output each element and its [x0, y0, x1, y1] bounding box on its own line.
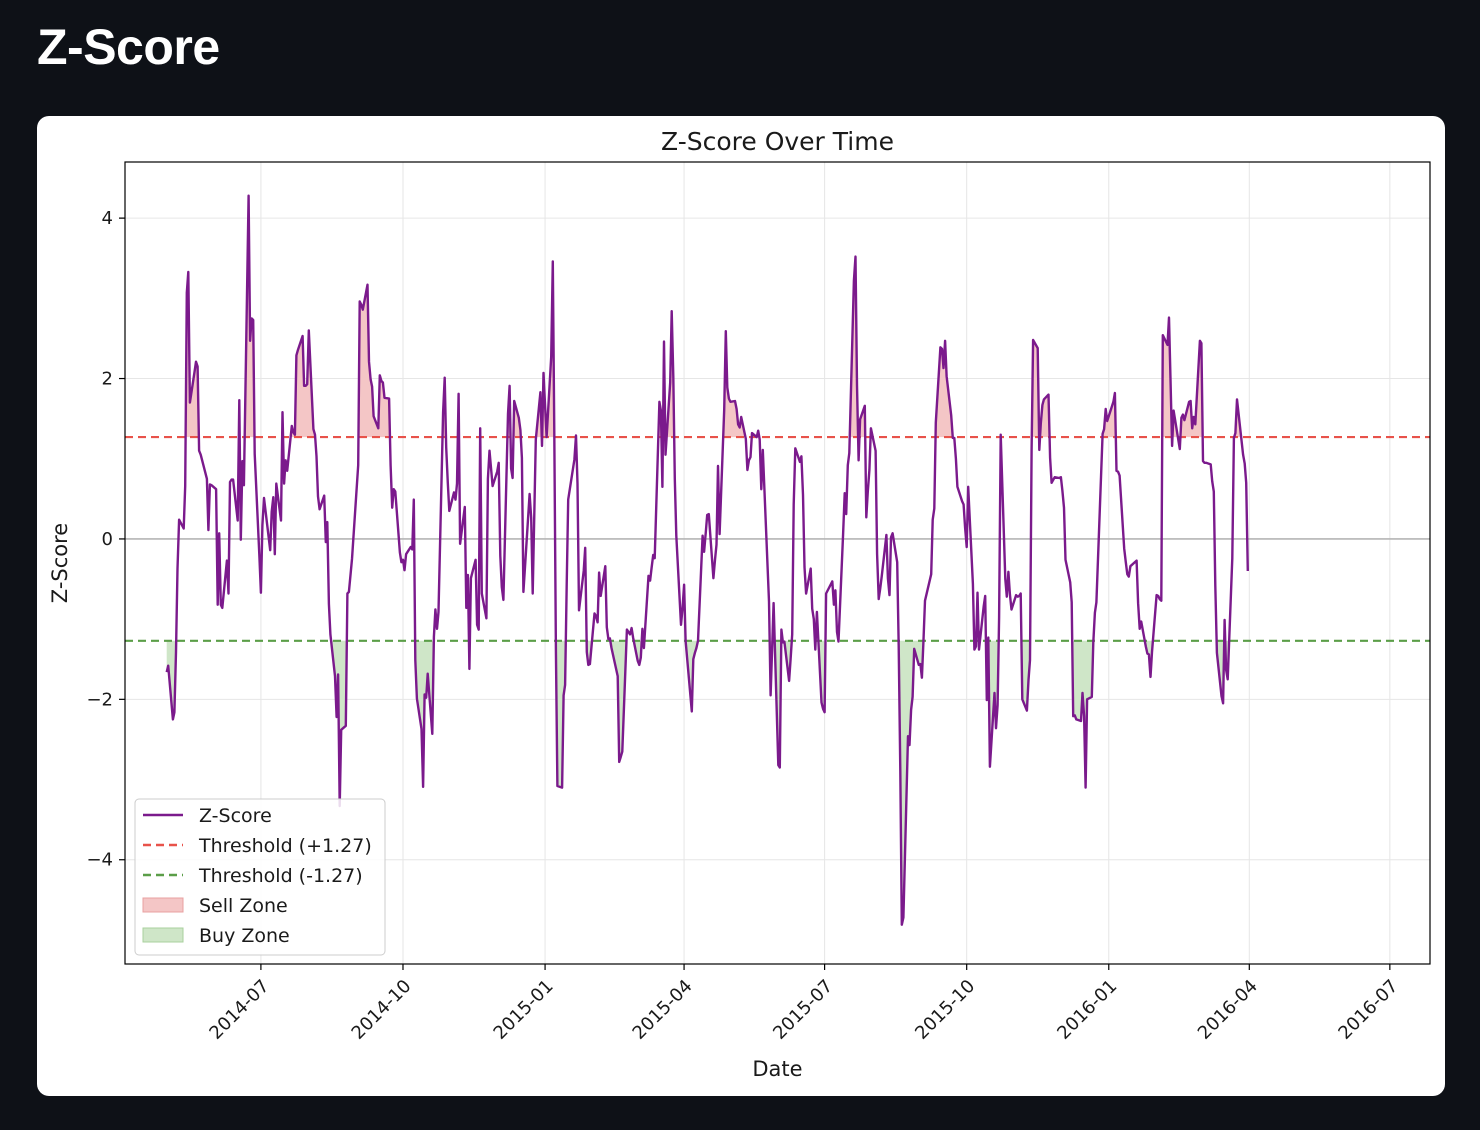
legend-entry-lower-threshold: Threshold (-1.27) — [143, 865, 363, 887]
sell-zone-fill — [358, 284, 390, 438]
x-tick-label: 2016-04 — [1194, 976, 1262, 1044]
x-tick-label: 2015-01 — [490, 976, 558, 1044]
x-axis-label: Date — [752, 1057, 802, 1081]
y-axis-label: Z-Score — [48, 523, 72, 603]
x-tick-label: 2014-10 — [348, 976, 416, 1044]
legend-swatch — [142, 927, 184, 943]
reference-lines — [125, 435, 1430, 642]
legend-label: Buy Zone — [199, 925, 290, 947]
y-tick-label: 0 — [102, 529, 113, 550]
legend-label: Z-Score — [199, 805, 272, 827]
x-tick-label: 2015-07 — [769, 976, 837, 1044]
legend-entry-buy-zone: Buy Zone — [142, 925, 290, 947]
plot-frame — [124, 161, 1431, 965]
x-tick-label: 2015-04 — [629, 976, 697, 1044]
legend-label: Sell Zone — [199, 895, 288, 917]
x-tick-label: 2015-10 — [911, 976, 979, 1044]
buy-zone-fill — [1072, 640, 1094, 788]
legend-label: Threshold (+1.27) — [198, 835, 372, 857]
y-tick-label: 4 — [102, 208, 113, 229]
page-title: Z-Score — [37, 19, 220, 75]
chart-title: Z-Score Over Time — [661, 127, 894, 156]
buy-zone-fill — [555, 640, 566, 788]
legend: Z-Score Threshold (+1.27) Threshold (-1.27… — [134, 798, 386, 956]
chart-card: 2014-07 2014-10 2015-01 2015-04 2015-07 2015-… — [37, 116, 1445, 1096]
y-tick-label: 2 — [102, 369, 113, 390]
sell-zone-fill — [723, 331, 746, 438]
z-score-line — [165, 194, 1249, 926]
x-tick-label: 2016-07 — [1334, 976, 1402, 1044]
legend-label: Threshold (-1.27) — [198, 865, 363, 887]
x-tick-label: 2016-01 — [1053, 976, 1121, 1044]
y-tick-label: −4 — [86, 850, 113, 871]
y-tick-label: −2 — [86, 689, 113, 710]
legend-entry-sell-zone: Sell Zone — [142, 895, 288, 917]
x-tick-label: 2014-07 — [205, 976, 273, 1044]
sell-zone-fill — [1180, 340, 1203, 438]
buy-zone-fill — [1021, 640, 1031, 711]
z-score-chart: 2014-07 2014-10 2015-01 2015-04 2015-07 2015-… — [48, 127, 1431, 1081]
legend-entry-z-score: Z-Score — [143, 805, 272, 827]
legend-box — [134, 798, 386, 956]
series-lines — [165, 194, 1249, 926]
legend-entry-upper-threshold: Threshold (+1.27) — [143, 835, 372, 857]
legend-swatch — [142, 897, 184, 913]
